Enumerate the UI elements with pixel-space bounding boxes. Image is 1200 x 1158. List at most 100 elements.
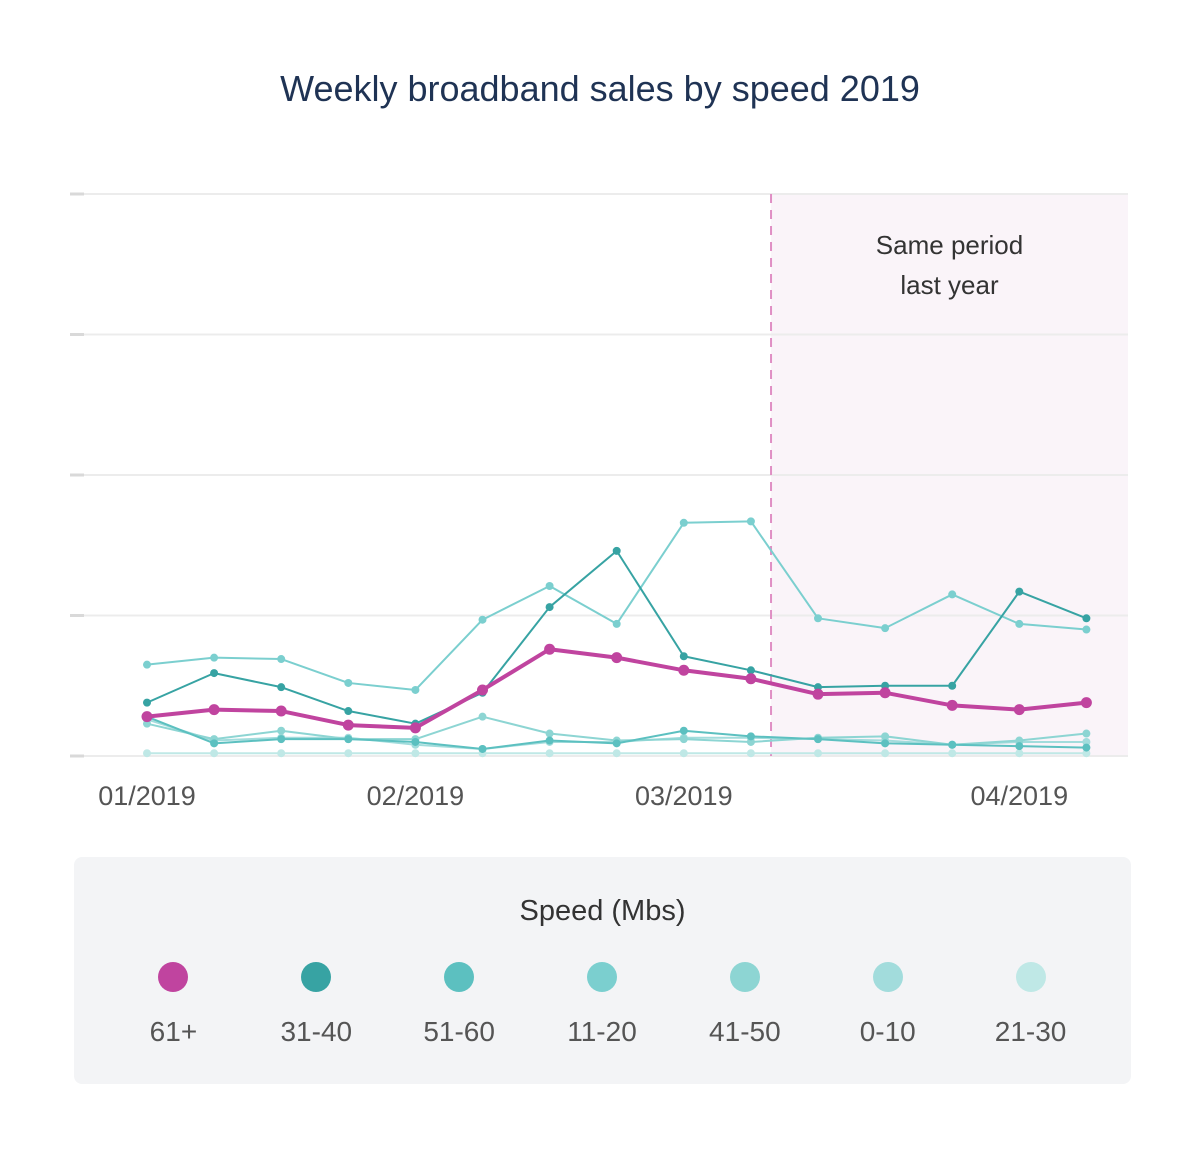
data-point-11-20 — [411, 685, 420, 694]
legend-label: 31-40 — [280, 1016, 353, 1047]
data-point-11-20 — [478, 615, 487, 624]
data-point-21-30 — [411, 749, 420, 758]
legend-label: 61+ — [149, 1016, 198, 1047]
data-point-61+ — [611, 652, 623, 664]
legend-item: 51-60 — [388, 962, 531, 1062]
data-point-11-20 — [143, 660, 151, 669]
data-point-51-60 — [478, 744, 487, 753]
data-point-51-60 — [545, 736, 554, 745]
legend-label: 0-10 — [859, 1016, 916, 1047]
data-point-51-60 — [679, 726, 688, 735]
legend-item: 41-50 — [673, 962, 816, 1062]
comparison-label-line2: last year — [900, 270, 999, 300]
legend-marker — [872, 962, 903, 992]
legend-marker — [1015, 962, 1046, 992]
data-point-21-30 — [612, 749, 621, 758]
data-point-31-40 — [277, 683, 286, 692]
data-point-31-40 — [679, 652, 688, 661]
data-point-31-40 — [746, 666, 755, 675]
data-point-21-30 — [210, 749, 219, 758]
data-point-11-20 — [344, 678, 353, 687]
data-point-31-40 — [210, 669, 219, 678]
data-point-31-40 — [344, 707, 353, 716]
data-point-61+ — [879, 687, 891, 699]
legend-title: Speed (Mbs) — [519, 895, 686, 927]
data-point-51-60 — [612, 739, 621, 748]
data-point-61+ — [409, 722, 421, 734]
data-point-21-30 — [679, 749, 688, 758]
data-point-51-60 — [881, 739, 890, 748]
data-point-61+ — [678, 664, 690, 676]
legend-label: 41-50 — [709, 1016, 781, 1047]
data-point-51-60 — [814, 735, 822, 744]
data-point-31-40 — [948, 681, 957, 690]
data-point-11-20 — [814, 614, 822, 623]
data-point-61+ — [812, 688, 824, 700]
data-point-11-20 — [612, 619, 621, 628]
legend-marker — [729, 962, 760, 992]
legend-panel: Speed (Mbs) 61+ 31-40 51-60 11-20 41-50 … — [74, 857, 1131, 1084]
data-point-41-50 — [881, 732, 890, 741]
data-point-31-40 — [143, 698, 151, 707]
data-point-61+ — [275, 705, 287, 717]
data-point-11-20 — [948, 590, 957, 599]
data-point-61+ — [342, 719, 354, 731]
data-point-0-10 — [1082, 737, 1091, 746]
data-point-31-40 — [1082, 614, 1091, 623]
data-point-61+ — [946, 699, 958, 711]
data-point-21-30 — [814, 749, 822, 758]
data-point-11-20 — [881, 624, 890, 633]
legend-marker — [587, 962, 617, 992]
data-point-41-50 — [545, 729, 554, 738]
data-point-11-20 — [545, 581, 554, 590]
x-tick-label: 02/2019 — [367, 781, 465, 811]
legend-item: 31-40 — [245, 962, 388, 1062]
data-point-21-30 — [1015, 749, 1024, 758]
data-point-11-20 — [210, 653, 219, 662]
x-tick-label: 03/2019 — [635, 781, 733, 811]
data-point-11-20 — [746, 517, 755, 526]
data-point-21-30 — [545, 749, 554, 758]
data-point-31-40 — [545, 603, 554, 612]
legend-item: 21-30 — [959, 962, 1102, 1062]
data-point-61+ — [1013, 704, 1025, 716]
data-point-21-30 — [881, 749, 890, 758]
data-point-51-60 — [411, 737, 420, 746]
data-point-41-50 — [277, 726, 286, 735]
legend-label: 11-20 — [567, 1016, 637, 1047]
data-point-61+ — [141, 711, 153, 723]
data-point-21-30 — [746, 749, 755, 758]
data-point-61+ — [477, 684, 488, 696]
data-point-41-50 — [679, 735, 688, 744]
data-point-61+ — [208, 704, 220, 716]
data-point-51-60 — [344, 735, 353, 744]
data-point-11-20 — [1082, 625, 1091, 634]
data-point-21-30 — [344, 749, 353, 758]
data-point-11-20 — [1015, 619, 1024, 628]
data-point-41-50 — [1082, 729, 1091, 738]
legend-item: 0-10 — [816, 962, 959, 1062]
data-point-11-20 — [277, 655, 286, 664]
data-point-41-50 — [746, 737, 755, 746]
data-point-31-40 — [1015, 587, 1024, 596]
data-point-11-20 — [679, 518, 688, 527]
line-chart: Same period last year 01/2019 02/2019 03/201… — [70, 192, 1128, 811]
data-point-21-30 — [277, 749, 286, 758]
data-point-41-50 — [478, 712, 487, 721]
x-tick-label: 01/2019 — [98, 781, 196, 811]
data-point-51-60 — [746, 732, 755, 741]
legend-marker — [158, 962, 189, 992]
data-point-51-60 — [948, 740, 957, 749]
legend-marker — [444, 962, 475, 992]
legend-item: 11-20 — [531, 962, 674, 1062]
data-point-51-60 — [1082, 743, 1091, 752]
data-point-21-30 — [143, 749, 151, 758]
legend-label: 51-60 — [423, 1016, 495, 1047]
data-point-61+ — [1080, 697, 1092, 709]
legend-items: 61+ 31-40 51-60 11-20 41-50 0-10 21-30 — [102, 962, 1102, 1062]
legend-label: 21-30 — [994, 1016, 1067, 1047]
data-point-51-60 — [210, 739, 219, 748]
legend-item: 61+ — [102, 962, 245, 1062]
chart-title: Weekly broadband sales by speed 2019 — [280, 68, 920, 109]
data-point-61+ — [544, 643, 556, 655]
